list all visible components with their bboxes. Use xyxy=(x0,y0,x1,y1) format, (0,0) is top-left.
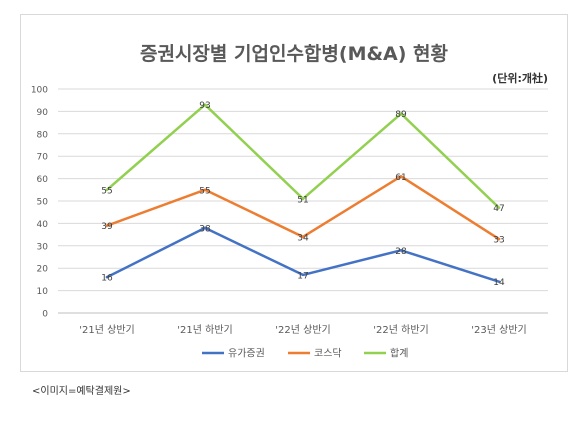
y-tick-label: 90 xyxy=(37,108,49,118)
legend-label: 합계 xyxy=(390,348,408,360)
data-label: 28 xyxy=(395,247,407,257)
data-point xyxy=(301,273,305,277)
y-tick-label: 20 xyxy=(37,265,49,275)
data-point xyxy=(301,235,305,239)
x-tick-label: '23년 상반기 xyxy=(471,324,526,336)
series-line xyxy=(105,175,501,241)
chart-title: 증권시장별 기업인수합병(M&A) 현황 xyxy=(140,42,449,65)
data-label: 14 xyxy=(493,278,505,288)
y-tick-label: 30 xyxy=(37,242,49,252)
y-tick-label: 40 xyxy=(37,220,49,230)
data-point xyxy=(105,224,109,227)
data-point xyxy=(497,206,501,209)
data-point xyxy=(203,226,207,230)
data-label: 89 xyxy=(395,110,407,120)
data-point xyxy=(203,188,207,191)
data-point xyxy=(399,175,403,178)
chart-frame xyxy=(20,14,568,372)
data-point xyxy=(497,237,501,241)
data-label: 39 xyxy=(101,222,113,232)
y-tick-label: 10 xyxy=(37,287,49,297)
data-point xyxy=(399,112,403,115)
y-tick-label: 60 xyxy=(37,175,49,185)
image-caption: <이미지=예탁결제원> xyxy=(32,386,131,397)
data-label: 47 xyxy=(493,204,504,214)
line-chart: 증권시장별 기업인수합병(M&A) 현황 (단위:개社) 0 10 20 30 40 50… xyxy=(31,42,548,360)
x-tick-label: '21년 하반기 xyxy=(177,323,232,336)
data-point xyxy=(301,197,305,200)
y-tick-label: 100 xyxy=(31,86,48,96)
data-point xyxy=(497,280,501,283)
data-point xyxy=(203,103,207,106)
data-label: 55 xyxy=(199,186,210,196)
x-tick-label: '22년 상반기 xyxy=(275,324,330,336)
data-label: 51 xyxy=(297,195,308,205)
data-label: 61 xyxy=(395,173,406,183)
y-tick-label: 0 xyxy=(42,310,48,320)
data-label: 38 xyxy=(199,224,211,234)
data-label: 55 xyxy=(101,186,112,196)
legend-label: 코스닥 xyxy=(314,348,342,360)
x-tick-label: '21년 상반기 xyxy=(79,324,134,336)
data-label: 93 xyxy=(199,101,210,111)
y-tick-label: 80 xyxy=(37,130,49,140)
data-point xyxy=(105,275,109,279)
y-tick-label: 70 xyxy=(37,153,49,163)
data-label: 34 xyxy=(297,233,309,243)
data-label: 17 xyxy=(297,271,308,281)
y-tick-label: 50 xyxy=(37,198,49,208)
data-point xyxy=(399,249,403,252)
data-label: 16 xyxy=(101,274,113,284)
unit-note: (단위:개社) xyxy=(492,71,548,85)
data-point xyxy=(105,188,109,191)
legend-label: 유가증권 xyxy=(228,348,265,360)
x-tick-label: '22년 하반기 xyxy=(373,323,428,336)
data-label: 33 xyxy=(493,236,504,246)
